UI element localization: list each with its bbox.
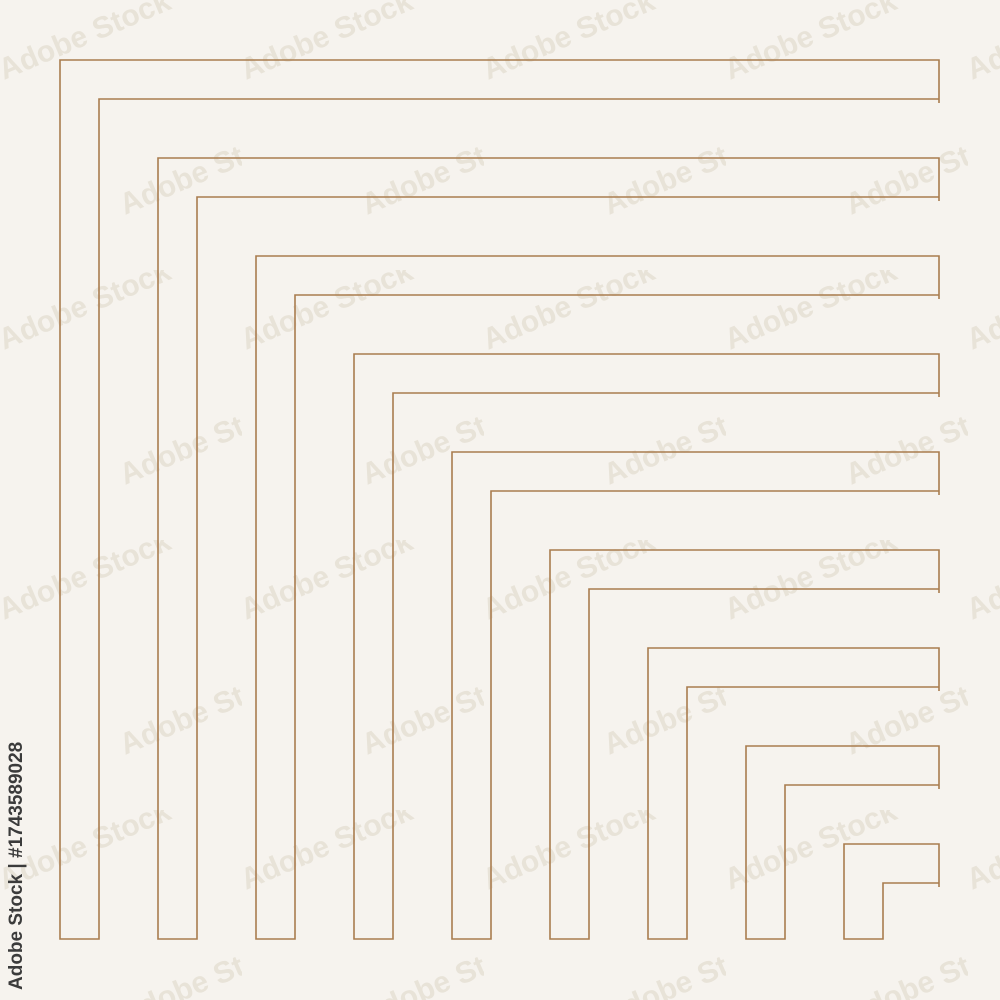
svg-text:Adobe Stock | #1743589028: Adobe Stock | #1743589028 bbox=[6, 742, 27, 990]
